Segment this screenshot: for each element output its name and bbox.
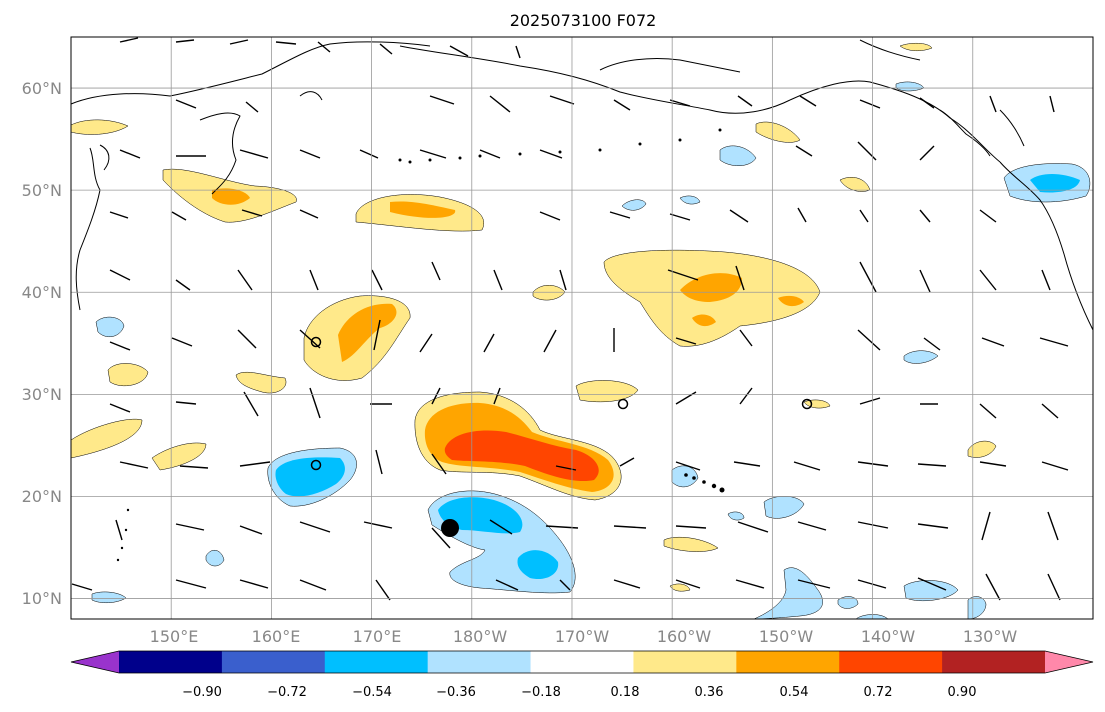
positive-anomaly-region-moderate xyxy=(778,295,804,307)
negative-anomaly-region xyxy=(763,496,805,519)
negative-anomaly-region-moderate xyxy=(1030,174,1080,193)
colorbar-segment xyxy=(633,651,737,673)
colorbar-segment xyxy=(942,651,1046,673)
lat-label: 30°N xyxy=(22,385,62,404)
colorbar-tick-label: −0.54 xyxy=(352,685,392,700)
colorbar-segment xyxy=(324,651,429,673)
negative-anomaly-region xyxy=(753,567,823,620)
positive-anomaly-region xyxy=(663,537,719,552)
positive-anomaly-region-moderate xyxy=(680,273,742,302)
colorbar-extend-low xyxy=(71,651,119,673)
colorbar-tick-label: 0.18 xyxy=(611,685,640,700)
colorbar-tick-label: −0.72 xyxy=(267,685,307,700)
station-markers xyxy=(310,336,813,537)
positive-anomaly-region xyxy=(70,418,143,459)
open-circle-marker xyxy=(617,398,629,410)
colorbar-outline xyxy=(70,650,1094,674)
colorbar-tick-label: 0.72 xyxy=(864,685,893,700)
negative-anomaly-region-moderate xyxy=(275,457,345,497)
lon-label: 160°W xyxy=(657,627,712,646)
colorbar-extend-high xyxy=(1045,651,1093,673)
negative-anomaly-region xyxy=(837,596,859,609)
positive-anomaly-region-moderate xyxy=(692,314,716,327)
colorbar-tick-label: 0.36 xyxy=(695,685,724,700)
colorbar-segment xyxy=(736,651,840,673)
negative-anomaly-region xyxy=(91,591,127,603)
coastlines xyxy=(70,39,1094,331)
colorbar-segment xyxy=(530,651,634,673)
lon-label: 170°W xyxy=(555,627,610,646)
lon-label: 130°W xyxy=(963,627,1018,646)
lon-label: 160°E xyxy=(252,627,301,646)
positive-anomaly-region xyxy=(967,440,997,458)
latitude-labels: 60°N 50°N 40°N 30°N 20°N 10°N xyxy=(22,79,62,608)
colorbar-tick-label: −0.36 xyxy=(436,685,476,700)
open-circle-marker xyxy=(310,336,322,348)
colorbar-segment xyxy=(427,651,532,673)
negative-anomaly-region xyxy=(903,580,959,601)
colorbar-tick-label: −0.90 xyxy=(182,685,222,700)
colorbar-tick-labels: −0.90 −0.72 −0.54 −0.36 −0.18 0.18 0.36 … xyxy=(182,685,976,700)
lat-label: 20°N xyxy=(22,487,62,506)
wind-barbs xyxy=(71,37,1069,601)
colorbar-segment xyxy=(119,651,223,673)
islands xyxy=(116,128,725,562)
positive-anomaly-region-strong xyxy=(444,430,599,482)
negative-anomaly-region xyxy=(903,350,939,364)
gridlines xyxy=(71,37,1093,619)
lon-label: 180°W xyxy=(453,627,508,646)
lat-label: 50°N xyxy=(22,181,62,200)
map-panel xyxy=(70,36,1094,620)
negative-anomaly-region xyxy=(719,145,757,166)
colorbar xyxy=(70,650,1094,674)
lon-label: 150°W xyxy=(759,627,814,646)
colorbar-segment xyxy=(839,651,943,673)
map-frame xyxy=(70,36,1094,620)
positive-anomaly-region-moderate xyxy=(338,303,397,362)
lat-label: 60°N xyxy=(22,79,62,98)
positive-anomaly-region-moderate xyxy=(390,201,456,218)
negative-anomaly-region-moderate xyxy=(517,550,559,580)
negative-anomaly-region xyxy=(95,316,125,338)
lat-label: 40°N xyxy=(22,283,62,302)
colorbar-tick-label: −0.18 xyxy=(521,685,561,700)
positive-anomaly-region-moderate xyxy=(212,188,250,205)
positive-anomaly-region xyxy=(70,119,129,135)
negative-anomaly-region xyxy=(679,195,701,205)
lat-label: 10°N xyxy=(22,589,62,608)
lon-label: 140°W xyxy=(861,627,916,646)
positive-anomaly-region xyxy=(151,442,207,471)
colorbar-tick-label: 0.54 xyxy=(780,685,809,700)
longitude-labels: 150°E 160°E 170°E 180°W 170°W 160°W 150°… xyxy=(150,627,1018,646)
positive-anomaly-region xyxy=(755,121,801,143)
lon-label: 150°E xyxy=(150,627,199,646)
chart-title: 2025073100 F072 xyxy=(510,11,657,30)
positive-anomaly-region xyxy=(235,371,287,394)
negative-anomaly-region-moderate xyxy=(438,497,523,534)
filled-circle-marker xyxy=(441,519,459,537)
negative-anomaly-region xyxy=(205,549,225,567)
lon-label: 170°E xyxy=(353,627,402,646)
colorbar-segment xyxy=(221,651,326,673)
positive-anomaly-region xyxy=(575,380,639,403)
positive-anomaly-region xyxy=(669,583,691,592)
map-background xyxy=(71,37,1093,619)
open-circle-marker xyxy=(310,459,322,471)
open-circle-marker xyxy=(801,398,813,410)
negative-anomaly-region xyxy=(621,199,647,211)
positive-anomaly-region xyxy=(107,363,149,387)
colorbar-tick-label: 0.90 xyxy=(948,685,977,700)
negative-anomaly-region xyxy=(727,511,745,521)
positive-anomaly-region xyxy=(899,43,933,51)
